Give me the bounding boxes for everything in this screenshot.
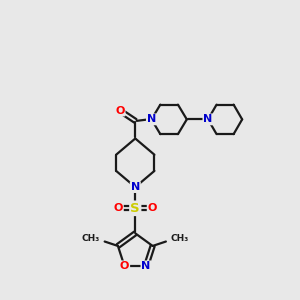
Text: O: O bbox=[115, 106, 125, 116]
Text: N: N bbox=[147, 114, 156, 124]
Text: O: O bbox=[113, 203, 123, 213]
Text: S: S bbox=[130, 202, 140, 215]
Text: CH₃: CH₃ bbox=[82, 234, 100, 243]
Text: N: N bbox=[203, 114, 213, 124]
Text: N: N bbox=[141, 261, 151, 272]
Text: O: O bbox=[148, 203, 157, 213]
Text: CH₃: CH₃ bbox=[170, 234, 189, 243]
Text: O: O bbox=[120, 261, 129, 272]
Text: N: N bbox=[131, 182, 140, 192]
